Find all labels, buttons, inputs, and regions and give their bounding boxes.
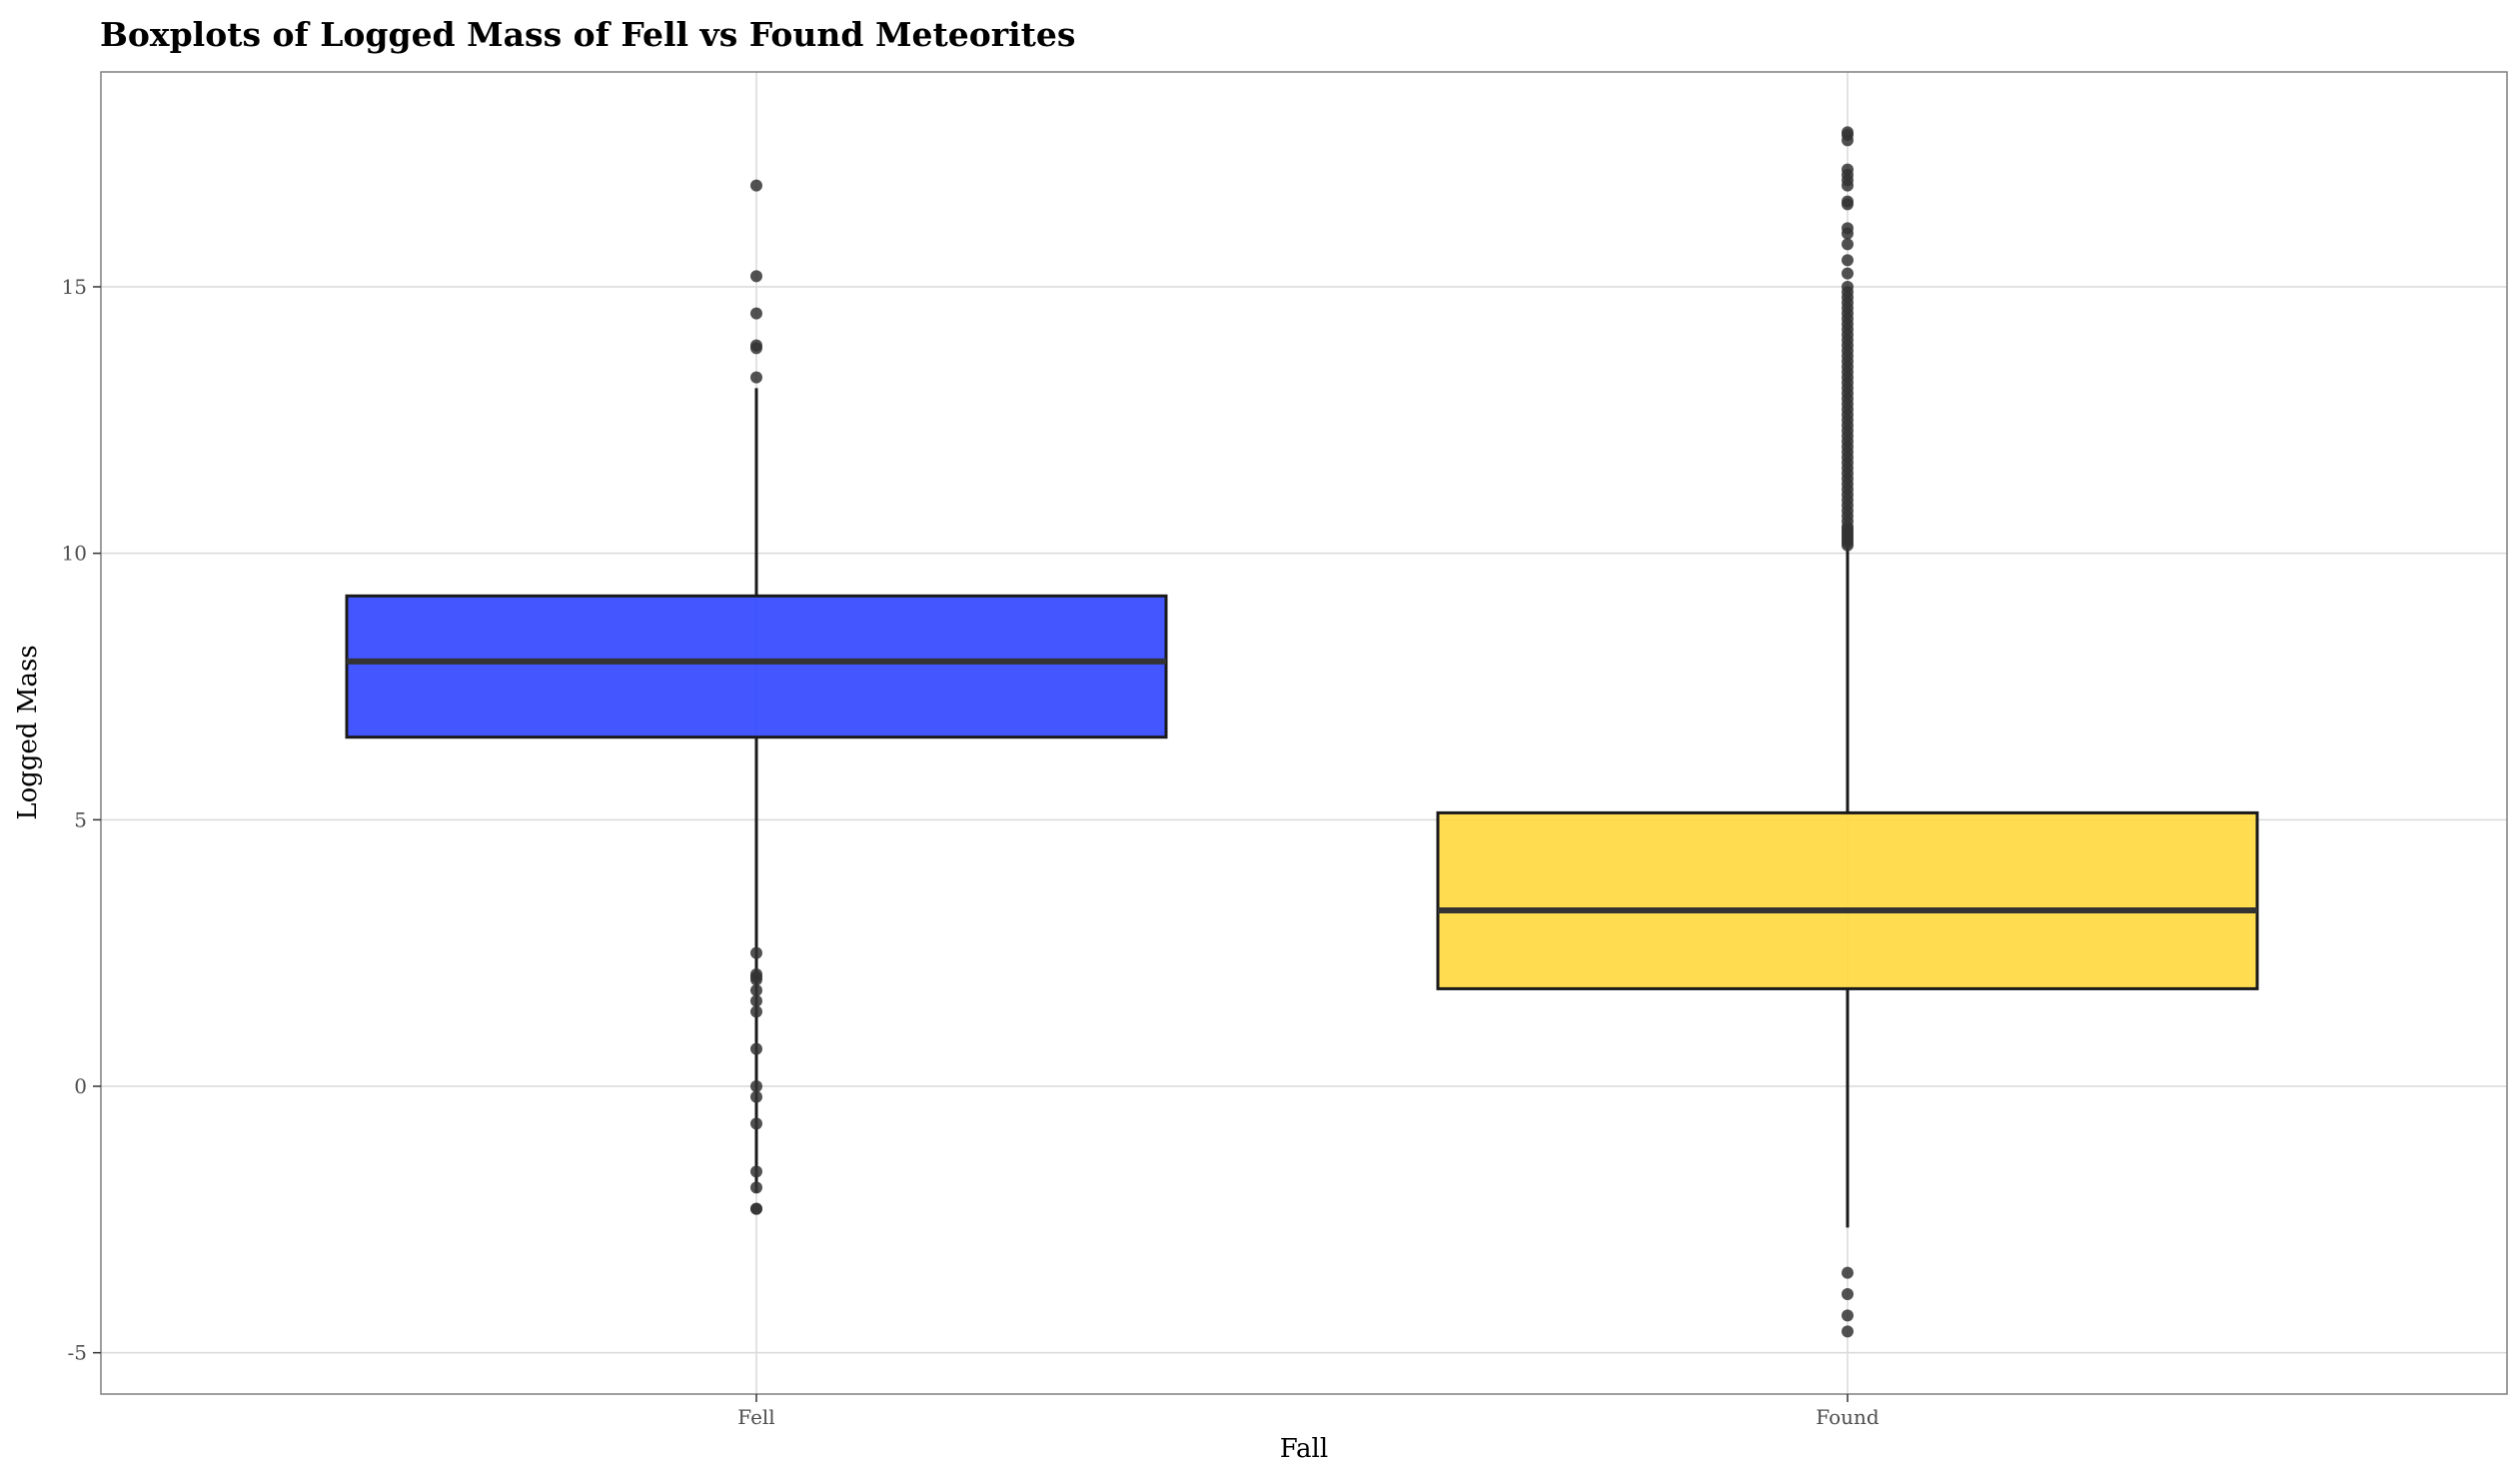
outlier-point [1842, 539, 1854, 552]
outlier-point [750, 1042, 762, 1055]
outlier-point [750, 1165, 762, 1178]
box-fell [345, 594, 1168, 740]
outlier-point [750, 946, 762, 959]
outlier-point [1842, 1266, 1854, 1279]
outlier-point [750, 179, 762, 192]
chart-title: Boxplots of Logged Mass of Fell vs Found… [100, 15, 1076, 54]
outlier-point [1842, 1288, 1854, 1300]
outlier-point [750, 1005, 762, 1018]
axis-layer: -5 0 5 10 15 Fell Found [62, 275, 1880, 1429]
y-tick-label: 0 [74, 1074, 87, 1098]
outlier-point [750, 1080, 762, 1092]
outlier-point [750, 973, 762, 986]
outlier-layer [750, 126, 1854, 1338]
outlier-point [750, 1202, 762, 1215]
x-tick-label: Fell [737, 1405, 774, 1429]
y-tick-label: 5 [74, 807, 87, 831]
y-tick-label: -5 [68, 1341, 87, 1365]
outlier-point [1842, 238, 1854, 251]
outlier-point [750, 994, 762, 1007]
plot-panel-border [100, 71, 2508, 1395]
y-tick-label: 15 [62, 275, 87, 299]
outlier-point [1842, 267, 1854, 280]
outlier-point [750, 307, 762, 320]
y-tick-label: 10 [62, 542, 87, 566]
x-axis-title: Fall [1280, 1434, 1328, 1464]
outlier-point [750, 342, 762, 355]
box-found [1436, 810, 2259, 990]
outlier-point [750, 984, 762, 996]
outlier-point [750, 1181, 762, 1194]
outlier-point [1842, 227, 1854, 240]
y-axis-title: Logged Mass [13, 645, 43, 819]
outlier-point [750, 1090, 762, 1103]
outlier-point [750, 371, 762, 384]
outlier-point [1842, 179, 1854, 192]
x-tick-label: Found [1816, 1405, 1880, 1429]
box-layer [345, 388, 2259, 1228]
outlier-point [750, 270, 762, 283]
outlier-point [1842, 1309, 1854, 1322]
outlier-point [750, 1117, 762, 1130]
outlier-point [1842, 134, 1854, 147]
outlier-point [1842, 254, 1854, 267]
outlier-point [1842, 1325, 1854, 1338]
outlier-point [1842, 198, 1854, 211]
